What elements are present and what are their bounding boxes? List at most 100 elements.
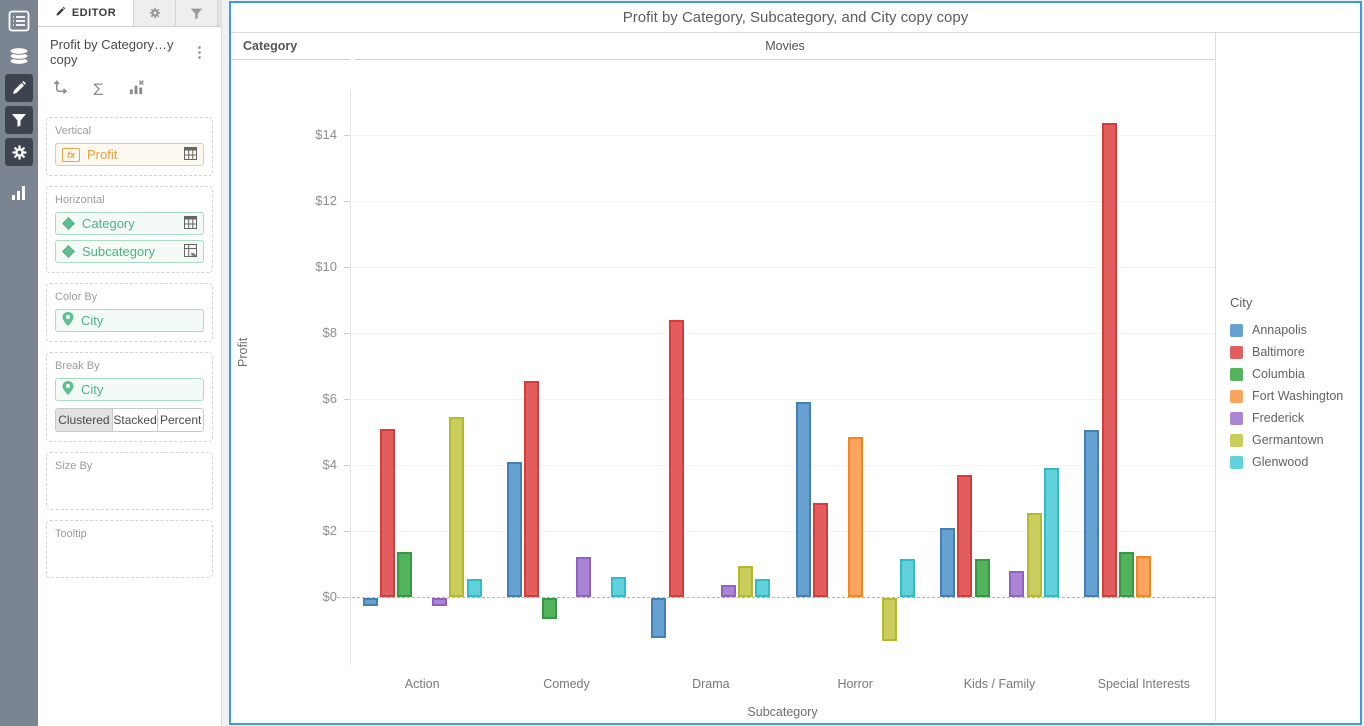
- bar-action-baltimore[interactable]: [379, 428, 395, 597]
- chart-bars-icon[interactable]: [5, 178, 33, 206]
- legend-swatch: [1230, 345, 1243, 359]
- legend-item-annapolis[interactable]: Annapolis: [1230, 319, 1360, 341]
- x-axis-title: Subcategory: [747, 705, 818, 719]
- y-tick-label: $4: [322, 457, 337, 472]
- sigma-icon[interactable]: Σ: [93, 80, 104, 99]
- field-pill-profit[interactable]: fx Profit: [55, 143, 204, 166]
- bar-drama-annapolis[interactable]: [651, 598, 667, 638]
- kebab-menu-icon[interactable]: ⋮: [192, 44, 207, 61]
- section-break-by: Break By City Clustered Stacked Percent: [46, 352, 213, 442]
- field-pill-label: Profit: [87, 147, 118, 162]
- bar-kids---family-columbia[interactable]: [974, 559, 990, 597]
- bar-action-annapolis[interactable]: [362, 598, 378, 607]
- y-tick-label: $12: [315, 193, 337, 208]
- legend-item-germantown[interactable]: Germantown: [1230, 429, 1360, 451]
- panel-title-row: Profit by Category…y copy ⋮: [38, 27, 221, 69]
- bar-horror-annapolis[interactable]: [795, 402, 811, 597]
- tab-editor[interactable]: EDITOR: [38, 0, 134, 26]
- section-horizontal: Horizontal Category Subcategory: [46, 186, 213, 273]
- chart-clear-icon[interactable]: [128, 79, 145, 101]
- bar-drama-baltimore[interactable]: [668, 319, 684, 597]
- swap-axes-icon[interactable]: [52, 79, 69, 101]
- pivot-grid-icon[interactable]: [184, 146, 197, 163]
- legend-label: Frederick: [1252, 411, 1305, 425]
- field-pill-label: City: [81, 382, 104, 397]
- field-pill-category[interactable]: Category: [55, 212, 204, 235]
- section-size-by[interactable]: Size By: [46, 452, 213, 510]
- bar-horror-glenwood[interactable]: [899, 559, 915, 597]
- fx-icon: fx: [62, 147, 80, 162]
- y-tick-label: $2: [322, 523, 337, 538]
- legend-item-fort-washington[interactable]: Fort Washington: [1230, 385, 1360, 407]
- tab-settings[interactable]: [134, 0, 176, 26]
- mode-clustered-button[interactable]: Clustered: [56, 409, 113, 431]
- bar-action-germantown[interactable]: [449, 417, 465, 597]
- x-tick-label: Comedy: [543, 677, 590, 691]
- legend-swatch: [1230, 433, 1243, 447]
- zero-baseline: [337, 597, 1215, 598]
- mode-percent-button[interactable]: Percent: [158, 409, 203, 431]
- bar-comedy-columbia[interactable]: [541, 598, 557, 620]
- bar-special-interests-fort-washington[interactable]: [1136, 555, 1152, 597]
- legend-item-columbia[interactable]: Columbia: [1230, 363, 1360, 385]
- legend-label: Baltimore: [1252, 345, 1305, 359]
- bar-comedy-annapolis[interactable]: [506, 461, 522, 597]
- bar-drama-germantown[interactable]: [737, 565, 753, 597]
- section-tooltip[interactable]: Tooltip: [46, 520, 213, 578]
- y-tick-mark: [344, 135, 350, 136]
- field-pill-break-city[interactable]: City: [55, 378, 204, 401]
- location-pin-icon: [62, 312, 74, 329]
- bar-special-interests-annapolis[interactable]: [1084, 430, 1100, 597]
- editor-panel: EDITOR Profit by Category…y copy ⋮: [38, 0, 222, 726]
- bar-kids---family-frederick[interactable]: [1009, 570, 1025, 597]
- bar-special-interests-columbia[interactable]: [1118, 552, 1134, 597]
- facet-axis-label: Category: [231, 33, 350, 60]
- visualization-title: Profit by Category…y copy: [50, 37, 174, 67]
- bar-kids---family-annapolis[interactable]: [939, 527, 955, 597]
- bar-horror-germantown[interactable]: [882, 598, 898, 641]
- bar-comedy-baltimore[interactable]: [524, 380, 540, 597]
- section-label: Horizontal: [55, 194, 105, 206]
- bar-comedy-frederick[interactable]: [576, 557, 592, 597]
- legend-panel: City Annapolis Baltimore Columbia Fort Wash…: [1216, 33, 1360, 721]
- bar-horror-baltimore[interactable]: [812, 502, 828, 597]
- group-grid-icon[interactable]: [184, 215, 197, 232]
- field-pill-color-city[interactable]: City: [55, 309, 204, 332]
- bar-drama-glenwood[interactable]: [755, 578, 771, 597]
- filter-funnel-icon[interactable]: [5, 106, 33, 134]
- section-vertical: Vertical fx Profit: [46, 117, 213, 176]
- bar-kids---family-germantown[interactable]: [1026, 512, 1042, 597]
- funnel-icon: [190, 8, 203, 19]
- chart-canvas: Profit by Category, Subcategory, and Cit…: [229, 1, 1362, 725]
- x-tick-label: Action: [404, 677, 440, 691]
- y-tick-mark: [344, 267, 350, 268]
- legend-label: Germantown: [1252, 433, 1324, 447]
- bar-action-columbia[interactable]: [397, 552, 413, 597]
- edit-pencil-icon[interactable]: [5, 74, 33, 102]
- mode-stacked-button[interactable]: Stacked: [112, 409, 159, 431]
- bar-horror-fort-washington[interactable]: [847, 436, 863, 597]
- field-pill-subcategory[interactable]: Subcategory: [55, 240, 204, 263]
- bar-kids---family-glenwood[interactable]: [1043, 468, 1059, 597]
- settings-gear-icon[interactable]: [5, 138, 33, 166]
- legend-item-frederick[interactable]: Frederick: [1230, 407, 1360, 429]
- chart-title: Profit by Category, Subcategory, and Cit…: [231, 3, 1360, 33]
- bar-plot: Profit Subcategory $0 $2 $4 $6 $8 $10 $12 $14 Ac…: [231, 60, 1215, 721]
- bar-action-frederick[interactable]: [431, 598, 447, 607]
- field-pill-label: Category: [82, 216, 135, 231]
- facet-header-row: Category Movies: [231, 33, 1215, 60]
- worksheet-list-icon[interactable]: [5, 7, 33, 35]
- y-tick-label: $14: [315, 127, 337, 142]
- bar-action-glenwood[interactable]: [466, 578, 482, 597]
- bar-kids---family-baltimore[interactable]: [957, 474, 973, 597]
- legend-item-baltimore[interactable]: Baltimore: [1230, 341, 1360, 363]
- legend-item-glenwood[interactable]: Glenwood: [1230, 451, 1360, 473]
- data-source-icon[interactable]: [5, 42, 33, 70]
- x-tick-label: Horror: [837, 677, 873, 691]
- gridline: [350, 135, 1215, 136]
- drilldown-grid-icon[interactable]: [184, 243, 197, 260]
- bar-drama-frederick[interactable]: [720, 585, 736, 597]
- tab-filters[interactable]: [176, 0, 218, 26]
- bar-special-interests-baltimore[interactable]: [1101, 123, 1117, 597]
- bar-comedy-glenwood[interactable]: [610, 577, 626, 597]
